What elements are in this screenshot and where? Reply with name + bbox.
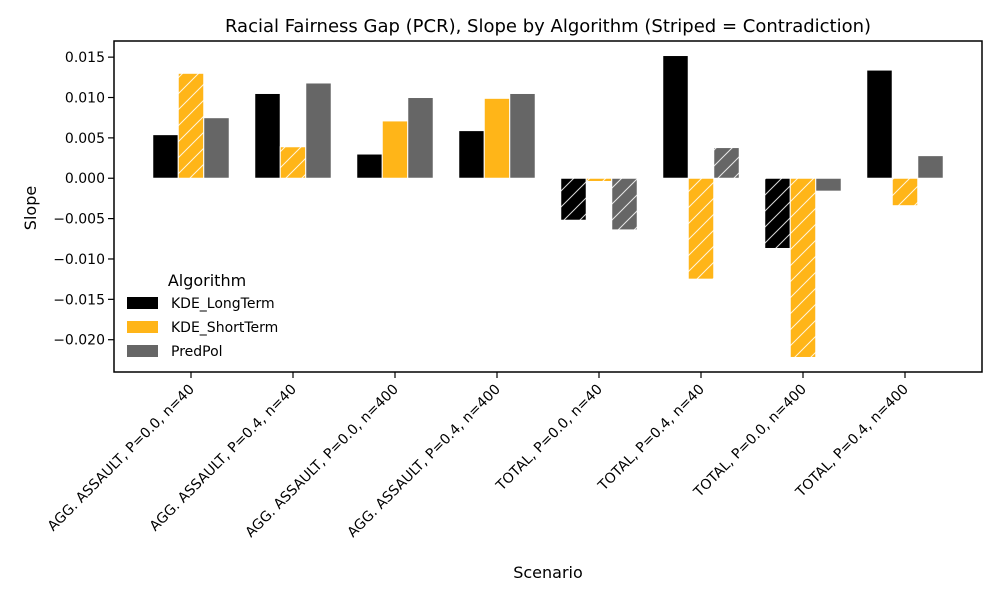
bar-fill	[356, 153, 383, 179]
bar-stripe	[280, 146, 306, 179]
bar-PredPol-4	[611, 177, 638, 231]
x-tick-label: TOTAL, P=0.0, n=400	[690, 382, 809, 501]
plot-frame	[113, 40, 983, 373]
bar-KDE_LongTerm-1	[254, 92, 281, 179]
bar-stripe	[790, 178, 816, 358]
legend-item-KDE_ShortTerm: KDE_ShortTerm	[127, 320, 278, 336]
bar-fill	[458, 130, 485, 179]
y-tick-label: −0.015	[53, 292, 105, 308]
bar-KDE_ShortTerm-2	[381, 120, 409, 179]
bar-fill	[203, 117, 230, 179]
legend-swatch	[127, 345, 158, 357]
y-tick-label: 0.015	[65, 50, 105, 66]
bar-stripe	[560, 178, 587, 221]
bar-PredPol-6	[815, 177, 842, 192]
bar-stripe	[764, 178, 791, 249]
legend-label: KDE_LongTerm	[171, 296, 275, 312]
bars-layer	[152, 55, 944, 358]
legend-title: Algorithm	[168, 271, 246, 290]
x-axis-title: Scenario	[513, 563, 583, 582]
bar-stripe	[611, 178, 638, 230]
y-tick-label: 0.010	[65, 91, 105, 107]
bar-fill	[917, 155, 944, 179]
x-tick-label: TOTAL, P=0.0, n=40	[493, 382, 606, 495]
bar-stripe	[178, 73, 204, 179]
bar-KDE_LongTerm-2	[356, 153, 383, 179]
bar-KDE_LongTerm-3	[458, 130, 485, 179]
bar-PredPol-0	[203, 117, 230, 179]
bar-KDE_LongTerm-0	[152, 134, 179, 179]
bar-fill	[662, 55, 689, 179]
bar-KDE_LongTerm-7	[866, 69, 893, 179]
bar-stripe	[586, 178, 612, 182]
bar-fill	[509, 92, 536, 179]
bar-KDE_ShortTerm-5	[687, 177, 715, 280]
bar-PredPol-1	[305, 82, 332, 179]
bar-stripe	[892, 178, 918, 206]
y-tick-label: −0.020	[53, 333, 105, 349]
legend-label: PredPol	[171, 344, 223, 360]
y-tick-label: 0.005	[65, 131, 105, 147]
bar-fill	[381, 120, 409, 179]
bar-PredPol-7	[917, 155, 944, 179]
bar-KDE_ShortTerm-0	[177, 72, 205, 179]
bar-KDE_ShortTerm-6	[789, 177, 817, 358]
bar-stripe	[688, 178, 714, 280]
bar-KDE_LongTerm-5	[662, 55, 689, 179]
bar-KDE_LongTerm-6	[764, 177, 791, 249]
bar-PredPol-3	[509, 92, 536, 179]
bar-KDE_ShortTerm-4	[585, 177, 613, 182]
bar-fill	[815, 177, 842, 192]
y-tick-label: −0.005	[53, 212, 105, 228]
bar-KDE_ShortTerm-3	[483, 97, 511, 179]
bar-stripe	[713, 147, 740, 179]
bar-fill	[254, 92, 281, 179]
bar-fill	[407, 97, 434, 179]
bar-KDE_ShortTerm-1	[279, 146, 307, 179]
chart-title: Racial Fairness Gap (PCR), Slope by Algo…	[225, 16, 871, 37]
legend-item-KDE_LongTerm: KDE_LongTerm	[127, 296, 275, 312]
legend-swatch	[127, 321, 158, 333]
y-axis-title: Slope	[21, 186, 40, 230]
bar-fill	[152, 134, 179, 179]
bar-KDE_LongTerm-4	[560, 177, 587, 221]
bar-fill	[866, 69, 893, 179]
bar-PredPol-5	[713, 147, 740, 179]
legend-swatch	[127, 297, 158, 309]
legend-label: KDE_ShortTerm	[171, 320, 278, 336]
x-tick-label: TOTAL, P=0.4, n=40	[595, 382, 708, 495]
legend: Algorithm KDE_LongTerm KDE_ShortTerm PredPo…	[127, 271, 278, 360]
legend-item-PredPol: PredPol	[127, 344, 223, 360]
bar-PredPol-2	[407, 97, 434, 179]
x-tick-label: TOTAL, P=0.4, n=400	[792, 382, 911, 501]
bar-fill	[483, 97, 511, 179]
y-tick-label: 0.000	[65, 171, 105, 187]
bar-KDE_ShortTerm-7	[891, 177, 919, 207]
y-tick-label: −0.010	[53, 252, 105, 268]
bar-fill	[305, 82, 332, 179]
